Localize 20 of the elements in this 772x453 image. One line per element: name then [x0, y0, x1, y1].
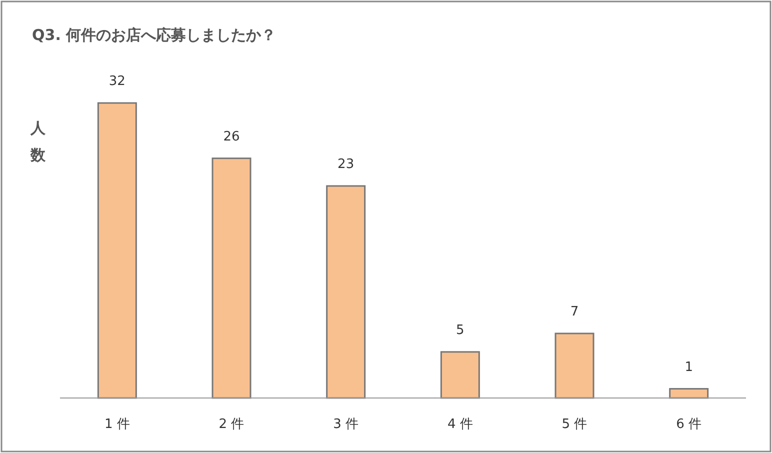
bar [440, 351, 480, 399]
x-tick-label: 3 件 [333, 417, 359, 432]
x-tick-label: 6 件 [676, 417, 702, 432]
bar [554, 332, 594, 399]
data-label: 7 [570, 304, 579, 320]
data-label: 5 [456, 322, 464, 338]
data-label: 26 [223, 129, 240, 144]
bar [326, 185, 366, 399]
x-tick-label: 2 件 [218, 417, 244, 432]
chart-title: Q3. 何件のお店へ応募しましたか？ [32, 26, 276, 44]
data-label: 32 [108, 74, 126, 89]
bar [669, 388, 709, 399]
bar [97, 102, 137, 399]
x-tick-label: 4 件 [447, 417, 473, 432]
x-tick-label: 1 件 [104, 417, 130, 432]
y-axis-title: 人数 [30, 119, 46, 164]
bar [212, 158, 252, 399]
x-tick-label: 5 件 [562, 417, 588, 432]
data-label: 23 [338, 156, 354, 172]
data-label: 1 [684, 360, 693, 375]
